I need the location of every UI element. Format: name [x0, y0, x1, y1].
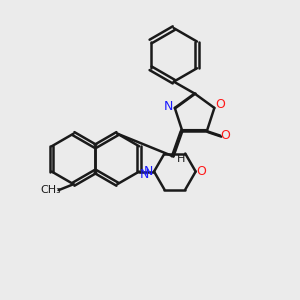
- Text: N: N: [164, 100, 173, 113]
- Text: O: O: [220, 129, 230, 142]
- Text: CH₃: CH₃: [40, 185, 61, 195]
- Text: N: N: [140, 168, 149, 181]
- Text: O: O: [196, 165, 206, 178]
- Text: O: O: [215, 98, 225, 111]
- Text: N: N: [144, 165, 153, 178]
- Text: H: H: [177, 154, 185, 164]
